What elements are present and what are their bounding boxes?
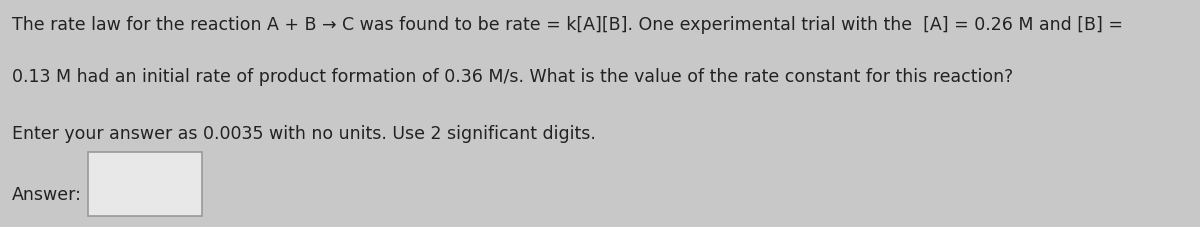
Text: The rate law for the reaction A + B → C was found to be rate = k[A][B]. One expe: The rate law for the reaction A + B → C … [12, 16, 1123, 34]
Text: Answer:: Answer: [12, 186, 82, 204]
Text: Enter your answer as 0.0035 with no units. Use 2 significant digits.: Enter your answer as 0.0035 with no unit… [12, 125, 596, 143]
FancyBboxPatch shape [88, 152, 202, 216]
Text: 0.13 M had an initial rate of product formation of 0.36 M/s. What is the value o: 0.13 M had an initial rate of product fo… [12, 68, 1013, 86]
